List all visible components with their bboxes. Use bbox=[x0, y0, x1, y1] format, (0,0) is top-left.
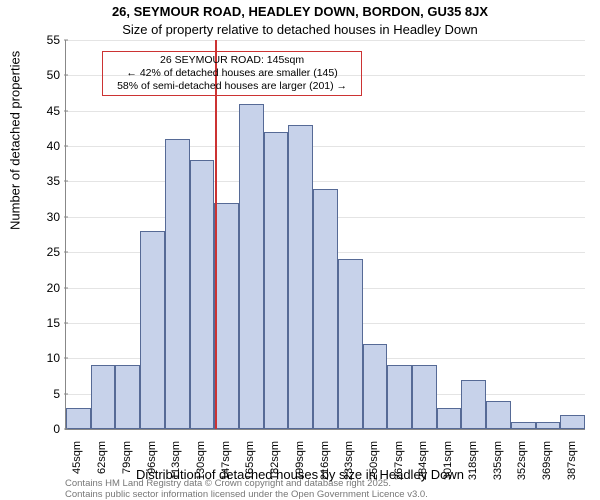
histogram-bar bbox=[313, 189, 338, 429]
y-tick-label: 0 bbox=[30, 422, 60, 436]
y-tick-label: 25 bbox=[30, 245, 60, 259]
y-tick-mark bbox=[64, 40, 68, 41]
y-tick-mark bbox=[64, 393, 68, 394]
x-tick-label: 216sqm bbox=[319, 441, 331, 491]
histogram-bar bbox=[511, 422, 536, 429]
chart-plot-area: 26 SEYMOUR ROAD: 145sqm← 42% of detached… bbox=[65, 40, 585, 430]
y-tick-mark bbox=[64, 146, 68, 147]
x-tick-label: 165sqm bbox=[244, 441, 256, 491]
histogram-bar bbox=[165, 139, 190, 429]
y-tick-label: 40 bbox=[30, 139, 60, 153]
y-tick-mark bbox=[64, 181, 68, 182]
y-axis-label: Number of detached properties bbox=[8, 51, 23, 230]
footnote-line-2: Contains public sector information licen… bbox=[65, 490, 428, 500]
annotation-box: 26 SEYMOUR ROAD: 145sqm← 42% of detached… bbox=[102, 51, 362, 96]
chart-title-subtitle: Size of property relative to detached ho… bbox=[0, 22, 600, 37]
gridline bbox=[66, 146, 585, 147]
histogram-bar bbox=[66, 408, 91, 429]
x-tick-label: 233sqm bbox=[343, 441, 355, 491]
x-tick-label: 113sqm bbox=[170, 441, 182, 491]
x-tick-label: 199sqm bbox=[294, 441, 306, 491]
annotation-line: 26 SEYMOUR ROAD: 145sqm bbox=[107, 54, 357, 67]
y-tick-mark bbox=[64, 429, 68, 430]
x-tick-label: 96sqm bbox=[146, 441, 158, 491]
x-tick-label: 79sqm bbox=[121, 441, 133, 491]
histogram-bar bbox=[190, 160, 215, 429]
y-tick-label: 50 bbox=[30, 68, 60, 82]
y-tick-label: 20 bbox=[30, 281, 60, 295]
gridline bbox=[66, 40, 585, 41]
y-tick-mark bbox=[64, 287, 68, 288]
x-tick-label: 130sqm bbox=[195, 441, 207, 491]
y-tick-label: 5 bbox=[30, 387, 60, 401]
x-tick-label: 267sqm bbox=[393, 441, 405, 491]
histogram-bar bbox=[338, 259, 363, 429]
histogram-bar bbox=[536, 422, 561, 429]
x-tick-label: 250sqm bbox=[368, 441, 380, 491]
histogram-bar bbox=[239, 104, 264, 429]
y-tick-mark bbox=[64, 216, 68, 217]
x-tick-label: 147sqm bbox=[220, 441, 232, 491]
histogram-bar bbox=[437, 408, 462, 429]
histogram-bar bbox=[363, 344, 388, 429]
x-tick-label: 318sqm bbox=[467, 441, 479, 491]
histogram-bar bbox=[486, 401, 511, 429]
y-tick-mark bbox=[64, 322, 68, 323]
x-tick-label: 62sqm bbox=[96, 441, 108, 491]
y-tick-label: 45 bbox=[30, 104, 60, 118]
property-marker-line bbox=[215, 40, 217, 429]
y-tick-mark bbox=[64, 252, 68, 253]
x-tick-label: 301sqm bbox=[442, 441, 454, 491]
x-tick-label: 369sqm bbox=[541, 441, 553, 491]
x-tick-label: 387sqm bbox=[566, 441, 578, 491]
x-tick-label: 182sqm bbox=[269, 441, 281, 491]
y-tick-mark bbox=[64, 110, 68, 111]
y-tick-label: 30 bbox=[30, 210, 60, 224]
y-tick-label: 15 bbox=[30, 316, 60, 330]
histogram-bar bbox=[560, 415, 585, 429]
histogram-bar bbox=[140, 231, 165, 429]
histogram-bar bbox=[461, 380, 486, 430]
histogram-bar bbox=[214, 203, 239, 429]
y-tick-label: 55 bbox=[30, 33, 60, 47]
gridline bbox=[66, 181, 585, 182]
chart-title-address: 26, SEYMOUR ROAD, HEADLEY DOWN, BORDON, … bbox=[0, 4, 600, 19]
histogram-bar bbox=[91, 365, 116, 429]
y-tick-mark bbox=[64, 358, 68, 359]
x-tick-label: 45sqm bbox=[71, 441, 83, 491]
y-tick-label: 35 bbox=[30, 174, 60, 188]
histogram-bar bbox=[288, 125, 313, 429]
y-tick-mark bbox=[64, 75, 68, 76]
histogram-bar bbox=[264, 132, 289, 429]
x-tick-label: 284sqm bbox=[417, 441, 429, 491]
histogram-bar bbox=[387, 365, 412, 429]
gridline bbox=[66, 111, 585, 112]
histogram-bar bbox=[412, 365, 437, 429]
histogram-bar bbox=[115, 365, 140, 429]
y-tick-label: 10 bbox=[30, 351, 60, 365]
x-tick-label: 335sqm bbox=[492, 441, 504, 491]
x-tick-label: 352sqm bbox=[516, 441, 528, 491]
annotation-line: 58% of semi-detached houses are larger (… bbox=[107, 80, 357, 93]
annotation-line: ← 42% of detached houses are smaller (14… bbox=[107, 67, 357, 80]
